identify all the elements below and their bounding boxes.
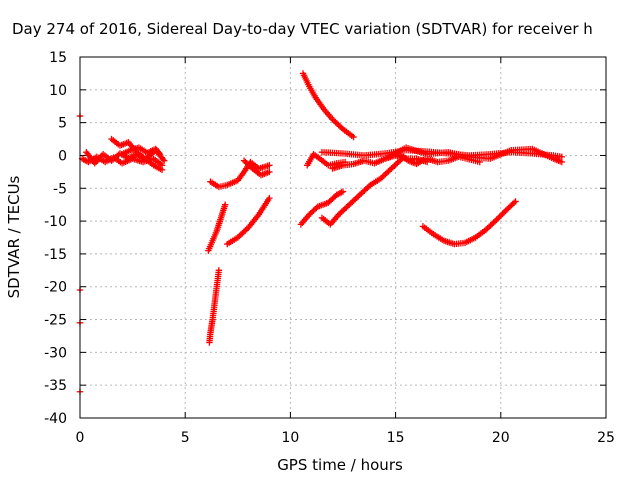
x-tick-labels: 0 5 10 15 20 25	[76, 430, 615, 446]
x-tick-label: 20	[492, 430, 510, 446]
grid	[80, 57, 606, 418]
y-tick-label: -5	[53, 181, 67, 197]
x-tick-label: 25	[597, 430, 615, 446]
data-point	[160, 157, 168, 164]
data-point	[266, 194, 273, 202]
data-point	[476, 158, 483, 166]
y-axis-label: SDTVAR / TECUs	[5, 175, 23, 298]
y-tick-label: -40	[44, 411, 67, 427]
axis-ticks	[79, 56, 607, 419]
data-point	[155, 149, 163, 157]
chart-title: Day 274 of 2016, Sidereal Day-to-day VTE…	[12, 20, 593, 38]
y-tick-label: 5	[58, 116, 67, 132]
series-track	[206, 267, 223, 346]
y-tick-label: 15	[49, 50, 67, 66]
y-tick-label: -35	[44, 378, 67, 394]
series-track	[304, 150, 349, 169]
series-track	[224, 194, 273, 248]
data-point	[510, 199, 518, 206]
x-tick-label: 15	[387, 430, 405, 446]
x-tick-label: 0	[76, 430, 85, 446]
x-tick-label: 5	[181, 430, 190, 446]
y-tick-label: -30	[44, 345, 67, 361]
y-tick-labels: 15 10 5 0 -5 -10 -15 -20 -25 -30 -35 -40	[44, 50, 67, 427]
data-point	[421, 155, 429, 162]
data-marks	[76, 70, 566, 395]
data-point	[558, 158, 566, 166]
series-track	[419, 198, 519, 248]
y-tick-label: 10	[49, 83, 67, 99]
series-track	[118, 144, 164, 158]
data-point	[206, 339, 213, 346]
data-point	[497, 212, 505, 219]
data-point	[158, 166, 166, 174]
data-point	[266, 168, 273, 176]
x-tick-label: 10	[281, 430, 299, 446]
series-track	[398, 152, 429, 168]
data-point	[266, 162, 273, 169]
data-point	[221, 201, 229, 208]
series-track	[423, 153, 483, 166]
y-tick-label: 0	[58, 148, 67, 164]
series-track	[297, 188, 347, 228]
y-tick-label: -20	[44, 280, 67, 296]
data-point	[350, 133, 357, 141]
x-axis-label: GPS time / hours	[277, 456, 403, 474]
series-track	[240, 157, 273, 179]
y-tick-label: -10	[44, 214, 67, 230]
series-track	[318, 155, 406, 228]
data-point	[156, 150, 164, 158]
y-tick-label: -15	[44, 247, 67, 263]
data-point	[500, 209, 508, 216]
series-track	[299, 70, 357, 141]
data-point	[512, 198, 519, 205]
y-tick-label: -25	[44, 313, 67, 329]
data-point	[499, 210, 506, 217]
data-point	[339, 188, 347, 195]
series-track	[207, 158, 273, 191]
plot-frame	[79, 56, 607, 419]
data-point	[496, 213, 503, 220]
series-track	[205, 201, 229, 254]
data-point	[494, 215, 502, 222]
